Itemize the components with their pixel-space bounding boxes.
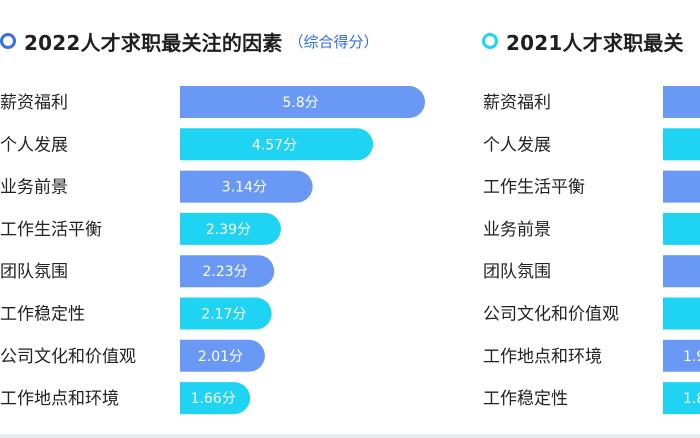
bar-value-label: 2.39分 [206,222,251,238]
title-ring-icon [0,33,16,49]
category-label: 工作生活平衡 [483,178,585,198]
bar [180,339,265,372]
category-label: 工作稳定性 [483,389,568,409]
bar [663,212,700,245]
bar [663,170,700,203]
chart-2021-title: 2021人才求职最关 [506,30,684,55]
category-label: 工作地点和环境 [483,347,602,367]
bar-value-label: 2.23分 [203,264,248,280]
bar-value-label: 3.14分 [222,180,267,196]
bar [180,86,425,118]
category-label: 团队氛围 [483,262,551,282]
bar-value-label: 2.17分 [201,307,246,323]
category-label: 工作地点和环境 [0,389,119,409]
chart-2021-title-row: 2021人才求职最关 [482,26,684,56]
bar [663,297,700,330]
chart-2022-panel: 2022人才求职最关注的因素 （综合得分） 薪资福利 5.8分个人发展 4.57分业… [0,26,425,415]
chart-2022-title: 2022人才求职最关注的因素 [24,30,283,55]
bar [663,86,700,118]
bar [180,255,275,288]
bar-value-label: 1.81 [683,391,700,407]
bar [180,128,374,161]
category-label: 个人发展 [0,135,68,155]
category-label: 工作生活平衡 [0,220,102,240]
bar [180,170,313,203]
chart-2022-subtitle: （综合得分） [288,32,379,51]
category-label: 业务前景 [483,220,551,240]
bar [663,382,700,415]
bar-value-label: 2.01分 [198,349,243,365]
category-label: 公司文化和价值观 [0,347,136,367]
category-label: 个人发展 [483,135,551,155]
category-label: 工作稳定性 [0,305,85,325]
bar [663,339,700,372]
bar-value-label: 1.9 [683,349,700,365]
category-label: 公司文化和价值观 [483,305,619,325]
title-ring-icon [482,33,498,49]
bar [663,255,700,288]
category-label: 薪资福利 [483,93,551,113]
category-label: 薪资福利 [0,93,68,113]
chart-2022-title-row: 2022人才求职最关注的因素 （综合得分） [0,26,378,56]
bar [180,382,251,415]
bar-value-label: 5.8分 [282,95,318,111]
bar-value-label: 1.66分 [190,391,235,407]
chart-2021-panel: 2021人才求职最关 薪资福利个人发展工作生活平衡 业务前景团队氛围公司文化和价值… [470,0,700,438]
bar-value-label: 4.57分 [252,137,297,153]
bar [180,297,272,330]
category-label: 业务前景 [0,178,68,198]
category-label: 团队氛围 [0,262,68,282]
bottom-divider [0,434,700,438]
bar [180,212,281,245]
bar [663,128,700,161]
